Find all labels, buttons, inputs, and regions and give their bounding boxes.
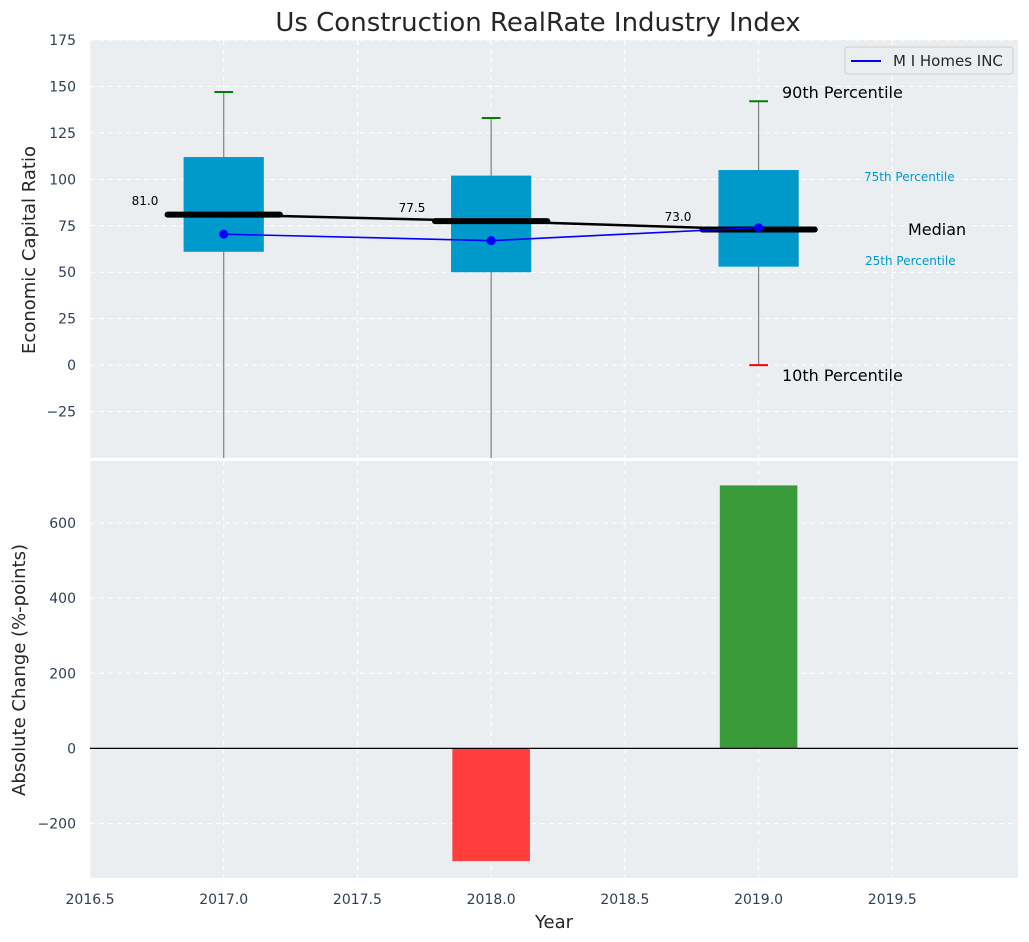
x-tick-label: 2019.5 bbox=[868, 892, 917, 908]
top-y-tick-label: 125 bbox=[49, 126, 76, 142]
legend-entry-label: M I Homes INC bbox=[893, 52, 1003, 70]
legend-box bbox=[844, 46, 1014, 75]
bottom-y-tick-label: 0 bbox=[67, 741, 76, 757]
median-label-2017: 81.0 bbox=[132, 194, 159, 208]
bottom-y-tick-label: 400 bbox=[49, 591, 76, 607]
legend: M I Homes INC bbox=[844, 46, 1014, 75]
bottom-y-tick-label: −200 bbox=[38, 817, 76, 833]
change-bar-2018 bbox=[452, 748, 530, 862]
x-axis-label: Year bbox=[534, 912, 574, 933]
x-tick-label: 2017.5 bbox=[333, 892, 382, 908]
median-annotation: Median bbox=[908, 220, 966, 239]
x-tick-label: 2017.0 bbox=[199, 892, 248, 908]
chart-title: Us Construction RealRate Industry Index bbox=[275, 8, 800, 38]
median-label-2018: 77.5 bbox=[399, 201, 426, 215]
p90-annotation: 90th Percentile bbox=[782, 83, 903, 102]
x-tick-label: 2018.5 bbox=[600, 892, 649, 908]
box-2019 bbox=[718, 170, 799, 267]
bottom-y-tick-label: 600 bbox=[49, 516, 76, 532]
x-tick-label: 2016.5 bbox=[66, 892, 115, 908]
top-y-tick-label: 150 bbox=[49, 79, 76, 95]
series-point-2017 bbox=[219, 229, 229, 239]
p25-annotation: 25th Percentile bbox=[865, 254, 956, 268]
top-y-tick-label: 100 bbox=[49, 172, 76, 188]
top-y-tick-label: 50 bbox=[58, 265, 76, 281]
x-tick-label: 2019.0 bbox=[734, 892, 783, 908]
series-point-2018 bbox=[486, 236, 496, 246]
bottom-plot-background bbox=[90, 461, 1018, 878]
bottom-y-axis-label: Absolute Change (%-points) bbox=[9, 544, 30, 796]
top-y-axis-label: Economic Capital Ratio bbox=[19, 146, 40, 354]
x-tick-label: 2018.0 bbox=[467, 892, 516, 908]
change-bar-2019 bbox=[719, 485, 798, 749]
top-y-tick-label: 175 bbox=[49, 33, 76, 49]
top-y-tick-label: 75 bbox=[58, 219, 76, 235]
median-label-2019: 73.0 bbox=[665, 210, 692, 224]
bottom-y-tick-label: 200 bbox=[49, 666, 76, 682]
p75-annotation: 75th Percentile bbox=[864, 170, 955, 184]
top-y-tick-label: 0 bbox=[67, 358, 76, 374]
top-y-tick-label: −25 bbox=[46, 405, 76, 421]
p10-annotation: 10th Percentile bbox=[782, 366, 903, 385]
series-point-2019 bbox=[754, 223, 764, 233]
top-y-tick-label: 25 bbox=[58, 312, 76, 328]
